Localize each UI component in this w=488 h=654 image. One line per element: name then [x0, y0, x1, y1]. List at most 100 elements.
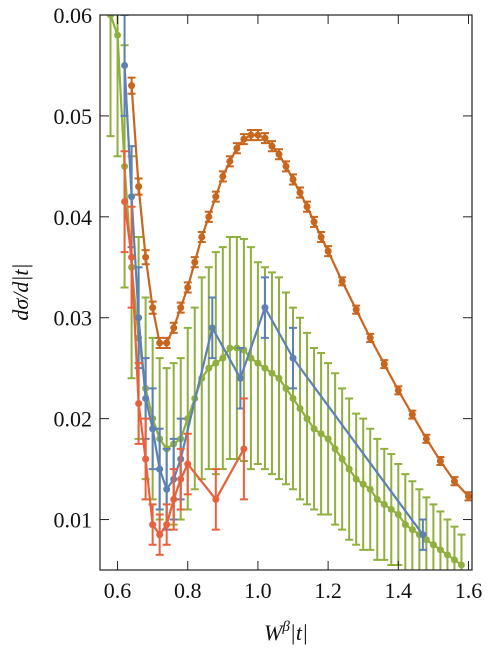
point [177, 475, 185, 483]
point [135, 314, 143, 322]
point [419, 531, 427, 539]
x-tick-label: 1.6 [455, 578, 483, 603]
series-line [123, 65, 424, 536]
point [198, 233, 206, 241]
x-tick-label: 1.4 [385, 578, 413, 603]
point [450, 556, 458, 564]
point [422, 435, 430, 443]
point [135, 400, 143, 407]
point [380, 360, 388, 368]
point [128, 82, 136, 90]
point [275, 374, 283, 382]
y-tick-label: 0.04 [54, 205, 93, 230]
point [240, 135, 248, 143]
point [338, 277, 346, 285]
point [338, 455, 346, 463]
point [156, 531, 164, 539]
point [128, 193, 136, 201]
x-tick-label: 0.8 [174, 578, 202, 603]
y-tick-label: 0.03 [54, 306, 93, 331]
point [236, 374, 244, 382]
x-label-rest: |t| [290, 620, 308, 645]
point [268, 369, 276, 377]
point [212, 193, 220, 201]
point [254, 359, 262, 367]
point [135, 183, 143, 191]
point [275, 150, 283, 158]
y-tick-label: 0.06 [54, 3, 93, 28]
point [317, 233, 325, 241]
point [394, 386, 402, 394]
point [170, 495, 178, 503]
point [373, 495, 381, 503]
point [208, 324, 216, 332]
point [177, 304, 185, 312]
point [289, 175, 297, 183]
point [156, 339, 164, 347]
point [261, 134, 269, 142]
point [289, 394, 297, 402]
point [212, 495, 220, 503]
point [450, 477, 458, 485]
point [366, 485, 374, 493]
point [268, 142, 276, 150]
point [282, 162, 290, 170]
point [436, 546, 444, 554]
point [149, 304, 157, 312]
point [261, 364, 269, 372]
point [128, 253, 136, 261]
point [233, 144, 241, 152]
error-bar [106, 15, 115, 138]
point [289, 354, 297, 362]
point [317, 430, 325, 438]
point [156, 465, 164, 473]
y-tick-label: 0.05 [54, 104, 93, 129]
y-axis-label: dσ/d|t| [8, 263, 33, 320]
point [352, 475, 360, 483]
point [324, 435, 332, 443]
point [149, 425, 157, 433]
x-label-base: W [264, 620, 284, 645]
point [142, 253, 150, 261]
point [380, 500, 388, 508]
point [142, 455, 150, 463]
point [422, 536, 430, 544]
point [331, 445, 339, 453]
point [296, 189, 304, 197]
x-tick-label: 1.2 [314, 578, 342, 603]
point [261, 304, 269, 312]
point [163, 339, 171, 347]
point [443, 551, 451, 559]
point [303, 203, 311, 211]
point [457, 561, 465, 569]
point [310, 425, 318, 433]
point [191, 258, 199, 266]
point [296, 405, 304, 413]
point [184, 460, 192, 468]
frame [99, 14, 473, 571]
point [149, 521, 157, 529]
plot-area [106, 15, 472, 570]
point [303, 415, 311, 423]
point [114, 31, 122, 39]
point [394, 511, 402, 518]
y-tick-label: 0.02 [54, 407, 93, 432]
point [212, 359, 220, 367]
point [121, 61, 129, 69]
x-tick-label: 1.0 [244, 578, 272, 603]
point [219, 354, 227, 362]
point [163, 485, 171, 493]
point [436, 457, 444, 465]
x-axis-label: Wβ|t| [264, 619, 308, 645]
point [464, 492, 472, 500]
x-tick-label: 0.6 [104, 578, 132, 603]
point [401, 521, 409, 529]
point [184, 283, 192, 291]
point [429, 541, 437, 549]
y-tick-label: 0.01 [54, 508, 93, 533]
point [142, 394, 150, 402]
point [107, 15, 115, 19]
point [240, 445, 248, 453]
point [352, 306, 360, 314]
